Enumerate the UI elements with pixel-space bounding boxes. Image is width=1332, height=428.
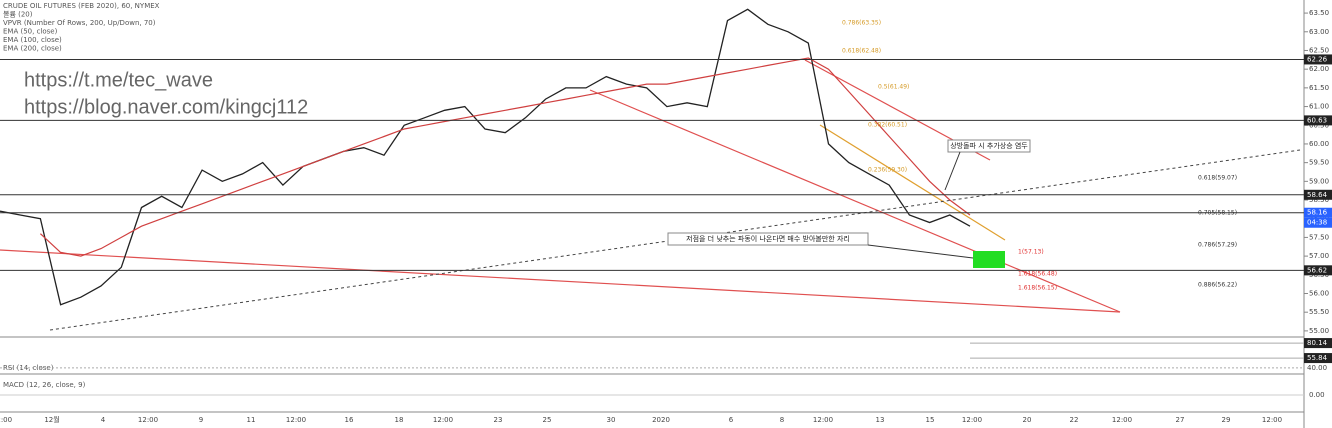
price-tag	[1304, 115, 1332, 126]
x-tick-label: 12:00	[1112, 416, 1132, 424]
price-label: 62.26	[1307, 55, 1328, 63]
y-tick-label: 57.00	[1309, 252, 1329, 260]
price-tag	[1304, 207, 1332, 218]
rsi-tick-label: 40.00	[1307, 364, 1327, 372]
x-tick-label: 12:00	[0, 416, 12, 424]
legend-line: EMA (50, close)	[3, 28, 58, 36]
macd-label: MACD (12, 26, close, 9)	[3, 381, 86, 389]
price-label: 60.63	[1307, 116, 1327, 124]
x-tick-label: 4	[101, 416, 106, 424]
price-line	[0, 8, 971, 306]
fib-label: 0.618(62.48)	[842, 48, 881, 55]
x-tick-label: 6	[729, 416, 734, 424]
y-tick-label: 63.00	[1309, 28, 1329, 36]
trendline	[0, 249, 1121, 313]
x-tick-label: 11	[247, 416, 256, 424]
y-tick-label: 60.00	[1309, 140, 1329, 148]
plot	[0, 8, 971, 306]
y-tick-label: 61.50	[1309, 84, 1329, 92]
legend-line: EMA (200, close)	[3, 45, 62, 53]
fib-label: 0.786(63.35)	[842, 20, 881, 27]
fib-label: 0.236(59.30)	[868, 167, 907, 174]
price-label: 56.62	[1307, 266, 1327, 274]
price-line	[39, 57, 971, 257]
y-tick-label: 61.00	[1309, 103, 1329, 111]
price-tag	[1304, 189, 1332, 200]
price-label: 58.64	[1307, 191, 1328, 199]
fib-label: 1(57.13)	[1018, 249, 1044, 256]
fib-label: 0.705(58.15)	[1198, 210, 1237, 217]
x-tick-label: 12:00	[1262, 416, 1282, 424]
x-tick-label: 18	[395, 416, 404, 424]
x-tick-label: 12:00	[962, 416, 982, 424]
annotation: 상방돌파 시 추가상승 염두	[950, 141, 1028, 150]
x-tick-label: 16	[345, 416, 354, 424]
x-tick-label: 8	[780, 416, 784, 424]
y-tick-label: 55.50	[1309, 308, 1329, 316]
trendline	[589, 89, 1121, 313]
buy-zone	[973, 251, 1005, 268]
x-tick-label: 27	[1176, 416, 1185, 424]
y-tick-label: 59.50	[1309, 159, 1329, 167]
annotation-box	[667, 232, 869, 246]
x-tick-label: 20	[1023, 416, 1032, 424]
fib-label: 0.618(59.07)	[1198, 175, 1237, 182]
rsi-tick-label: 55.84	[1307, 354, 1328, 362]
x-tick-label: 12:00	[433, 416, 453, 424]
x-tick-label: 12월	[44, 415, 59, 424]
x-tick-label: 12:00	[286, 416, 306, 424]
annotation: 저점을 더 낮추는 파동이 나온다면 매수 받아볼만한 자리	[686, 234, 850, 243]
y-tick-label: 59.00	[1309, 177, 1329, 185]
y-tick-label: 63.50	[1309, 9, 1329, 17]
y-tick-label: 56.00	[1309, 289, 1329, 297]
y-tick-label: 62.00	[1309, 65, 1329, 73]
legend-line: VPVR (Number Of Rows, 200, Up/Down, 70)	[3, 19, 156, 27]
macd-tick-label: 0.00	[1309, 391, 1325, 399]
x-tick-label: 2020	[652, 416, 670, 424]
fib-label: 1.618(56.15)	[1018, 285, 1057, 292]
y-tick-label: 57.50	[1309, 233, 1329, 241]
price-label: 58.16	[1307, 209, 1328, 217]
countdown-tag	[1304, 217, 1332, 228]
legend-line: CRUDE OIL FUTURES (FEB 2020), 60, NYMEX	[3, 2, 160, 10]
fib-label: 1.618(56.48)	[1018, 271, 1057, 278]
price-tag	[1304, 265, 1332, 276]
x-tick-label: 25	[543, 416, 552, 424]
x-tick-label: 12:00	[138, 416, 158, 424]
rsi-tag	[1304, 353, 1332, 364]
fib-label: 0.886(56.22)	[1198, 282, 1237, 289]
x-tick-label: 30	[607, 416, 616, 424]
annotation-box	[947, 139, 1031, 153]
watermark: https://t.me/tec_wave	[24, 69, 213, 91]
x-tick-label: 23	[494, 416, 503, 424]
x-tick-label: 15	[926, 416, 935, 424]
trendline	[819, 124, 1006, 241]
watermark: https://blog.naver.com/kingcj112	[24, 96, 308, 118]
y-tick-label: 58.50	[1309, 196, 1329, 204]
fib-label: 0.382(60.51)	[868, 122, 907, 129]
legend-line: 볼륨 (20)	[3, 10, 33, 19]
y-tick-label: 62.50	[1309, 46, 1329, 54]
x-tick-label: 9	[199, 416, 203, 424]
fib-label: 0.5(61.49)	[878, 84, 909, 91]
x-tick-label: 13	[876, 416, 885, 424]
y-tick-label: 55.00	[1309, 327, 1329, 335]
annotation-pointer	[944, 151, 961, 191]
fib-label: 0.786(57.29)	[1198, 242, 1237, 249]
legend-line: EMA (100, close)	[3, 36, 62, 44]
annotation-pointer	[867, 244, 974, 259]
rsi-tag	[1304, 338, 1332, 349]
rsi-tick-label: 80.14	[1307, 339, 1328, 347]
price-tag	[1304, 54, 1332, 65]
countdown: 04:38	[1307, 219, 1327, 227]
x-tick-label: 29	[1222, 416, 1231, 424]
x-tick-label: 12:00	[813, 416, 833, 424]
x-tick-label: 22	[1070, 416, 1079, 424]
